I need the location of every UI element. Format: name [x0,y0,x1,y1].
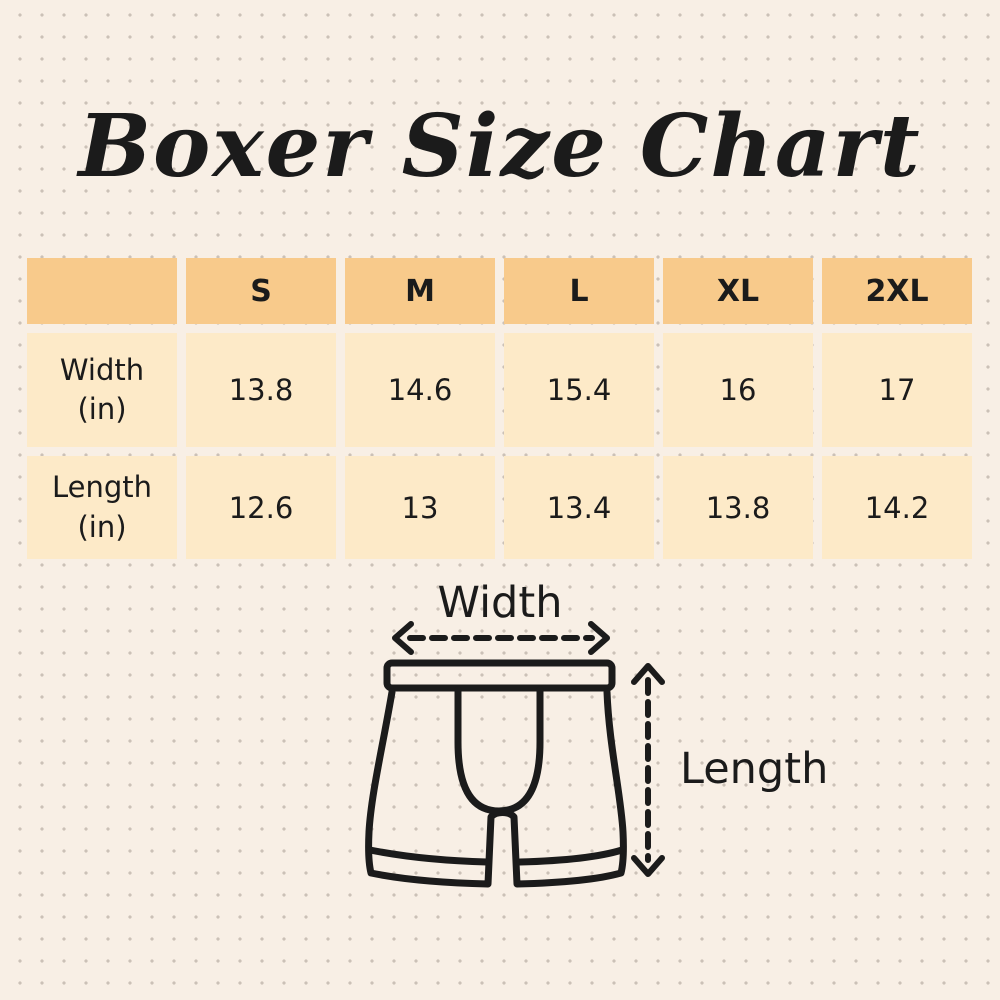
size-table: S M L XL 2XL Width (in) 13.8 14.6 15.4 1… [27,258,972,559]
length-arrow [631,663,665,877]
table-corner-cell [27,258,177,324]
table-cell-width-m: 14.6 [345,333,495,447]
width-dimension-label: Width [437,578,563,628]
row-label-width: Width (in) [27,333,177,447]
table-cell-width-xl: 16 [663,333,813,447]
table-cell-length-m: 13 [345,456,495,559]
length-dimension-label: Length [680,744,829,794]
table-cell-length-xl: 13.8 [663,456,813,559]
column-header-m: M [345,258,495,324]
table-cell-length-l: 13.4 [504,456,654,559]
table-cell-width-s: 13.8 [186,333,336,447]
page-title: Boxer Size Chart [78,96,922,197]
table-cell-length-s: 12.6 [186,456,336,559]
measurement-diagram: Width Length [330,580,850,930]
column-header-xl: XL [663,258,813,324]
column-header-2xl: 2XL [822,258,972,324]
column-header-s: S [186,258,336,324]
width-arrow [392,621,610,655]
boxer-briefs-outline [365,659,627,888]
row-label-length: Length (in) [27,456,177,559]
boxer-outline-illustration [365,621,665,888]
column-header-l: L [504,258,654,324]
table-cell-width-2xl: 17 [822,333,972,447]
table-cell-width-l: 15.4 [504,333,654,447]
table-cell-length-2xl: 14.2 [822,456,972,559]
